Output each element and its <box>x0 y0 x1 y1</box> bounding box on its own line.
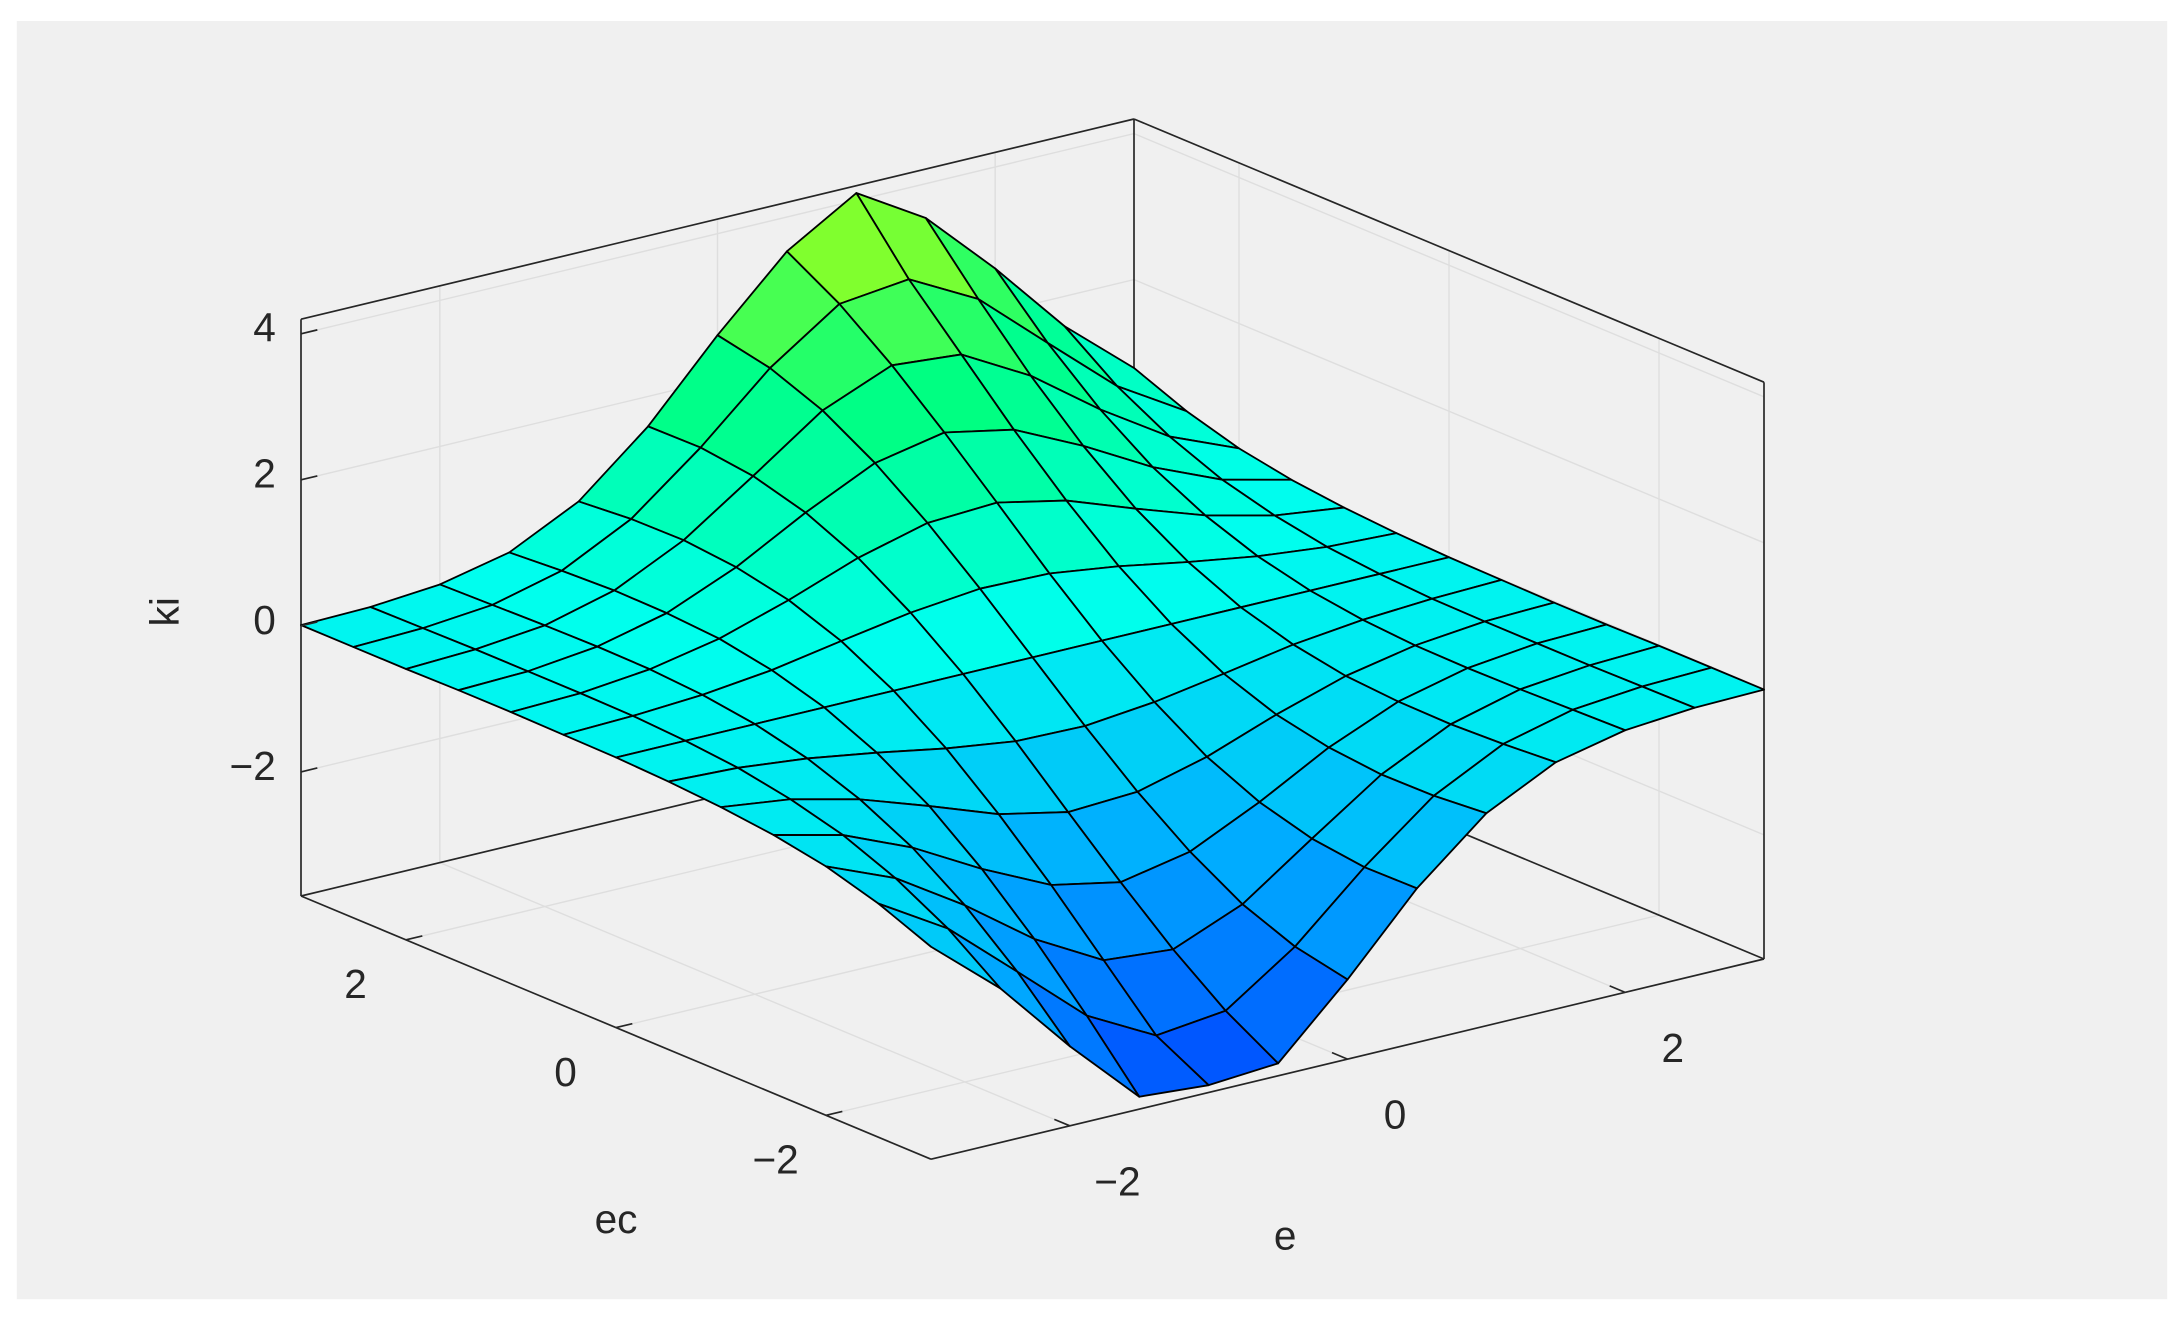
x-tick <box>1054 1118 1071 1127</box>
z-tick <box>300 767 318 773</box>
y-tick <box>405 935 423 941</box>
surface-face <box>877 902 1002 990</box>
x-tick <box>1331 1051 1348 1060</box>
x-axis-label: e <box>1274 1213 1297 1259</box>
z-tick-label: −2 <box>230 743 276 789</box>
surface <box>300 192 1765 1098</box>
box-edge <box>1133 118 1765 383</box>
y-tick <box>615 1022 633 1029</box>
axes-front: −2 0 2 −2 0 2 −2 0 2 4 <box>230 305 1765 1204</box>
y-tick <box>825 1110 843 1117</box>
x-tick-label: 0 <box>1384 1092 1407 1138</box>
y-axis-label: ec <box>595 1196 638 1242</box>
x-tick-label: −2 <box>1094 1158 1140 1204</box>
y-tick-label: 2 <box>344 961 367 1007</box>
z-tick <box>300 329 318 335</box>
z-tick <box>300 621 318 627</box>
z-tick-label: 4 <box>253 305 276 351</box>
y-tick-label: 0 <box>554 1049 577 1095</box>
z-tick-label: 2 <box>253 451 276 497</box>
y-tick-label: −2 <box>752 1137 798 1183</box>
x-tick <box>1609 985 1626 994</box>
z-axis-label: ki <box>142 597 188 626</box>
box-edge <box>300 118 1135 321</box>
z-tick <box>300 475 318 481</box>
x-tick-label: 2 <box>1661 1025 1684 1071</box>
z-tick-label: 0 <box>253 597 276 643</box>
